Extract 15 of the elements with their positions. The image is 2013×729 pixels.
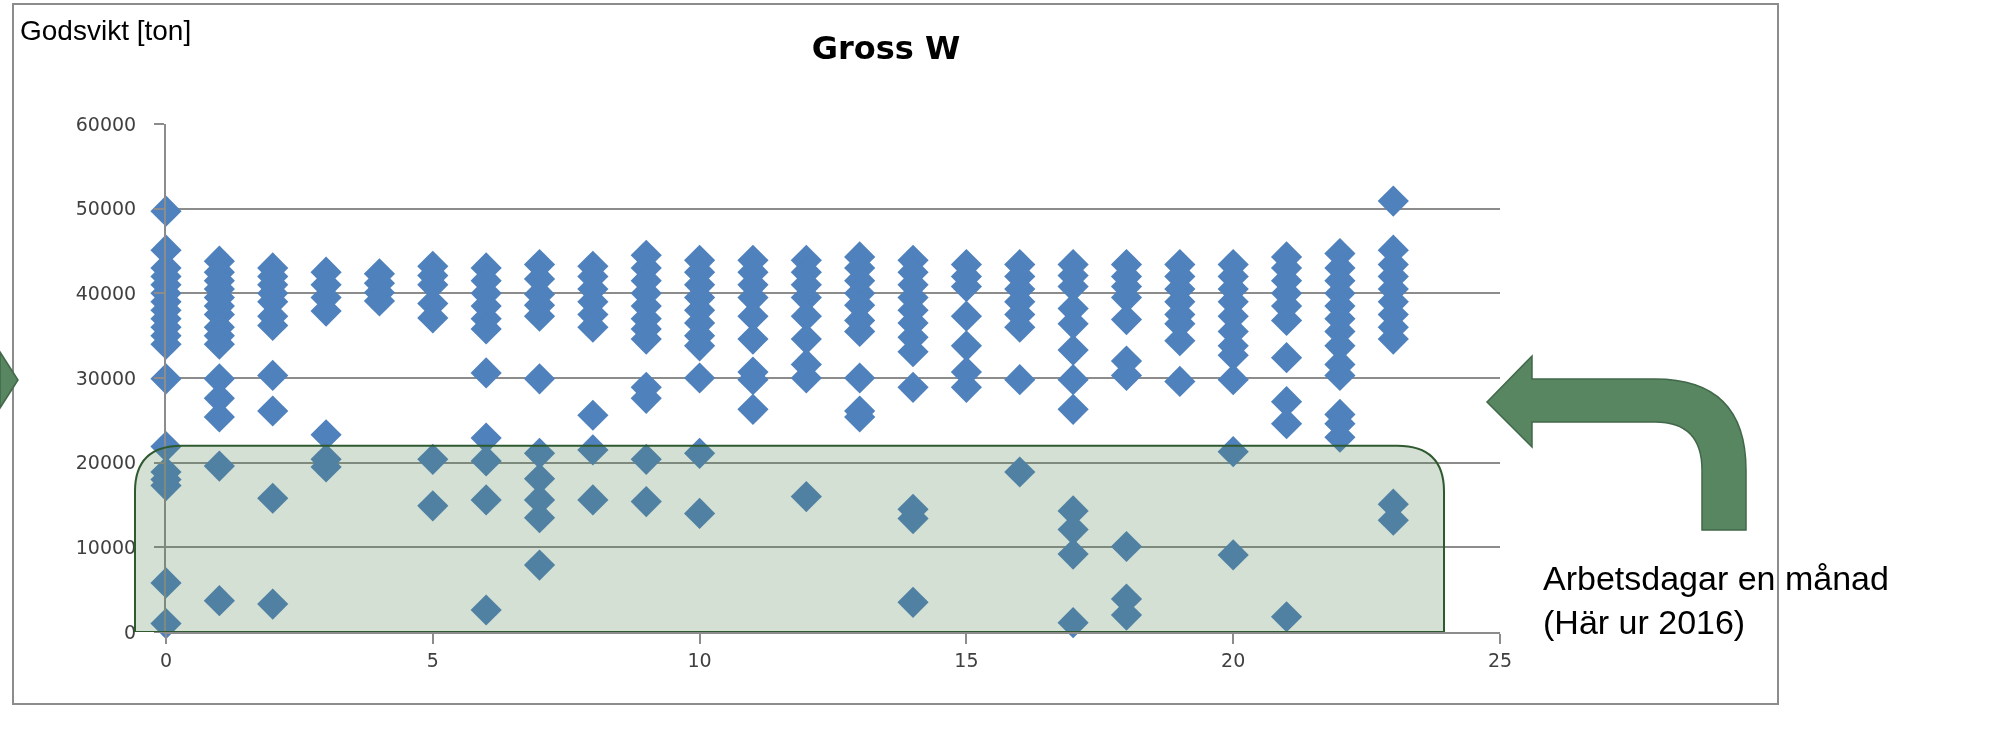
y-axis-title: Godsvikt [ton] [20, 15, 192, 46]
chart-title: Gross W [811, 29, 961, 68]
y-tick-label: 10000 [75, 535, 137, 558]
x-tick-label: 10 [687, 648, 712, 671]
y-tick-label: 60000 [75, 112, 137, 135]
x-tick-label: 5 [426, 648, 439, 671]
x-tick-label: 20 [1221, 648, 1246, 671]
x-axis-title: Arbetsdagar en månad (Här ur 2016) [1543, 559, 1889, 642]
y-tick-label: 40000 [75, 281, 137, 304]
x-tick-label: 0 [159, 648, 173, 671]
y-tick-label: 30000 [75, 366, 137, 389]
y-tick-label: 50000 [75, 197, 137, 220]
x-tick-label: 25 [1487, 648, 1513, 671]
x-tick-label: 15 [954, 648, 979, 671]
y-tick-label: 20000 [75, 451, 137, 474]
